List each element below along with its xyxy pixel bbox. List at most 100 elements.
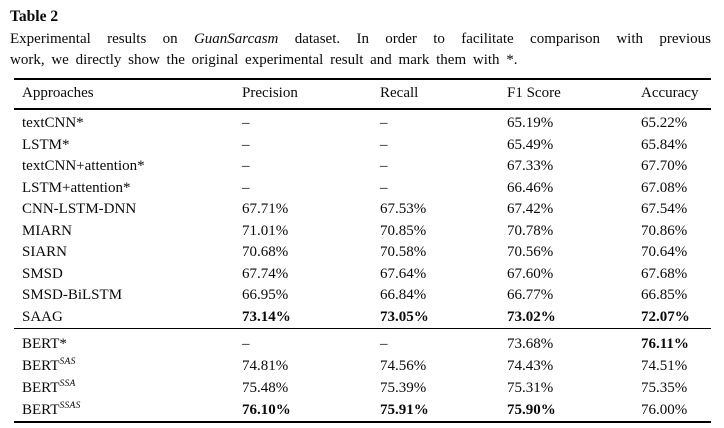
column-header-precision: Precision: [242, 79, 380, 110]
value-cell: –: [380, 115, 388, 131]
approach-cell: SMSD-BiLSTM: [22, 287, 123, 303]
value-cell: 67.60%: [507, 265, 554, 282]
approach-cell: BERTSSA: [22, 379, 76, 396]
value-cell: 70.56%: [507, 244, 554, 260]
table-section-2: BERT* – –73.68% 76.11% BERTSAS 74.81% 74.56% 74…: [14, 328, 711, 423]
value-cell: 72.07%: [641, 308, 690, 325]
table-row: BERT* – –73.68% 76.11%: [14, 328, 711, 355]
approach-cell: BERT*: [14, 328, 242, 355]
approach-cell: CNN-LSTM-DNN: [22, 201, 137, 217]
value-cell: 66.46%: [507, 179, 554, 196]
table-row: LSTM* – – 65.49% 65.84%: [14, 135, 711, 157]
value-cell: 66.77%: [507, 287, 554, 303]
value-cell: –: [380, 158, 388, 174]
approach-superscript: SSAS: [59, 401, 81, 411]
value-cell: –: [242, 115, 250, 131]
approach-cell: SMSD: [22, 265, 63, 282]
value-cell: 65.22%: [641, 115, 688, 131]
caption-line-2: work, we directly show the original expe…: [10, 52, 518, 68]
table-row: CNN-LSTM-DNN 67.71% 67.53% 67.42% 67.54%: [14, 199, 711, 221]
caption-title: Table 2: [10, 8, 59, 25]
value-cell: 75.39%: [380, 380, 427, 396]
value-cell: 67.53%: [380, 201, 427, 217]
value-cell: –: [380, 328, 507, 355]
table-row: SIARN 70.68% 70.58% 70.56% 70.64%: [14, 242, 711, 264]
value-cell: 67.42%: [507, 201, 554, 217]
table-header: Approaches Precision Recall F1 Score Acc…: [14, 79, 711, 110]
column-header-f1-score: F1 Score: [507, 79, 641, 110]
column-header-approaches: Approaches: [14, 79, 242, 110]
caption-text-post: dataset. In order to facilitate comparis…: [278, 31, 711, 47]
value-cell: 76.10%: [242, 402, 291, 418]
value-cell: 73.68%: [507, 328, 641, 355]
results-table: Approaches Precision Recall F1 Score Acc…: [14, 78, 711, 423]
value-cell: 66.84%: [380, 287, 427, 303]
value-cell: 76.00%: [641, 402, 688, 418]
caption-line-1: Experimental results on GuanSarcasm data…: [10, 29, 711, 50]
value-cell: –: [380, 136, 388, 153]
value-cell: 71.01%: [242, 222, 289, 239]
value-cell: 75.31%: [507, 380, 554, 396]
value-cell: 70.78%: [507, 222, 554, 239]
table-row: BERTSSA 75.48% 75.39% 75.31% 75.35%: [14, 377, 711, 399]
value-cell: 73.02%: [507, 308, 556, 325]
value-cell: –: [242, 158, 250, 174]
table-row: SMSD-BiLSTM 66.95% 66.84% 66.77% 66.85%: [14, 285, 711, 307]
value-cell: 67.74%: [242, 265, 289, 282]
value-cell: 70.68%: [242, 244, 289, 260]
table-section-1: textCNN* – – 65.19% 65.22% LSTM* – – 65.49% 65.84…: [14, 109, 711, 329]
value-cell: 67.68%: [641, 265, 688, 282]
approach-cell: BERTSAS: [22, 357, 76, 374]
table-row: textCNN+attention* – – 67.33% 67.70%: [14, 156, 711, 178]
approach-cell: textCNN*: [22, 115, 84, 131]
table-row: SAAG 73.14% 73.05% 73.02% 72.07%: [14, 307, 711, 329]
approach-cell: BERTSSAS: [22, 401, 81, 418]
value-cell: 74.81%: [242, 358, 289, 374]
column-header-recall: Recall: [380, 79, 507, 110]
value-cell: 65.49%: [507, 136, 554, 153]
value-cell: 76.11%: [641, 328, 711, 355]
value-cell: –: [242, 136, 250, 153]
value-cell: –: [242, 179, 250, 196]
table-row: BERTSSAS 76.10% 75.91% 75.90% 76.00%: [14, 399, 711, 422]
value-cell: 65.84%: [641, 136, 688, 153]
caption-text-pre: Experimental results on: [10, 31, 194, 47]
table-row: BERTSAS 74.81% 74.56% 74.43% 74.51%: [14, 355, 711, 377]
approach-superscript: SSA: [59, 379, 76, 389]
table-row: SMSD 67.74% 67.64% 67.60% 67.68%: [14, 264, 711, 286]
approach-cell: LSTM+attention*: [22, 179, 131, 196]
approach-cell: MIARN: [22, 222, 73, 239]
value-cell: 74.56%: [380, 358, 427, 374]
value-cell: 74.51%: [641, 358, 688, 374]
approach-cell: SAAG: [22, 308, 63, 325]
value-cell: 75.90%: [507, 402, 556, 418]
value-cell: 75.91%: [380, 402, 429, 418]
value-cell: –: [242, 328, 380, 355]
table-row: MIARN 71.01% 70.85% 70.78% 70.86%: [14, 221, 711, 243]
column-header-accuracy: Accuracy: [641, 79, 711, 110]
table-row: textCNN* – – 65.19% 65.22%: [14, 109, 711, 135]
value-cell: 67.08%: [641, 179, 688, 196]
caption-dataset-name: GuanSarcasm: [193, 31, 279, 47]
value-cell: 66.85%: [641, 287, 688, 303]
value-cell: 67.71%: [242, 201, 289, 217]
value-cell: 70.86%: [641, 222, 688, 239]
value-cell: 73.05%: [380, 308, 429, 325]
value-cell: 70.64%: [641, 244, 688, 260]
value-cell: 66.95%: [242, 287, 289, 303]
approach-cell: SIARN: [22, 244, 68, 260]
value-cell: 67.33%: [507, 158, 554, 174]
value-cell: 65.19%: [507, 115, 554, 131]
table-row: LSTM+attention* – – 66.46% 67.08%: [14, 178, 711, 200]
value-cell: 67.64%: [380, 265, 427, 282]
value-cell: 70.85%: [380, 222, 427, 239]
approach-cell: textCNN+attention*: [22, 158, 145, 174]
value-cell: 74.43%: [507, 358, 554, 374]
value-cell: 70.58%: [380, 244, 427, 260]
value-cell: 75.35%: [641, 380, 688, 396]
approach-superscript: SAS: [59, 357, 76, 367]
value-cell: –: [380, 179, 388, 196]
value-cell: 67.54%: [641, 201, 688, 217]
approach-cell: LSTM*: [22, 136, 70, 153]
